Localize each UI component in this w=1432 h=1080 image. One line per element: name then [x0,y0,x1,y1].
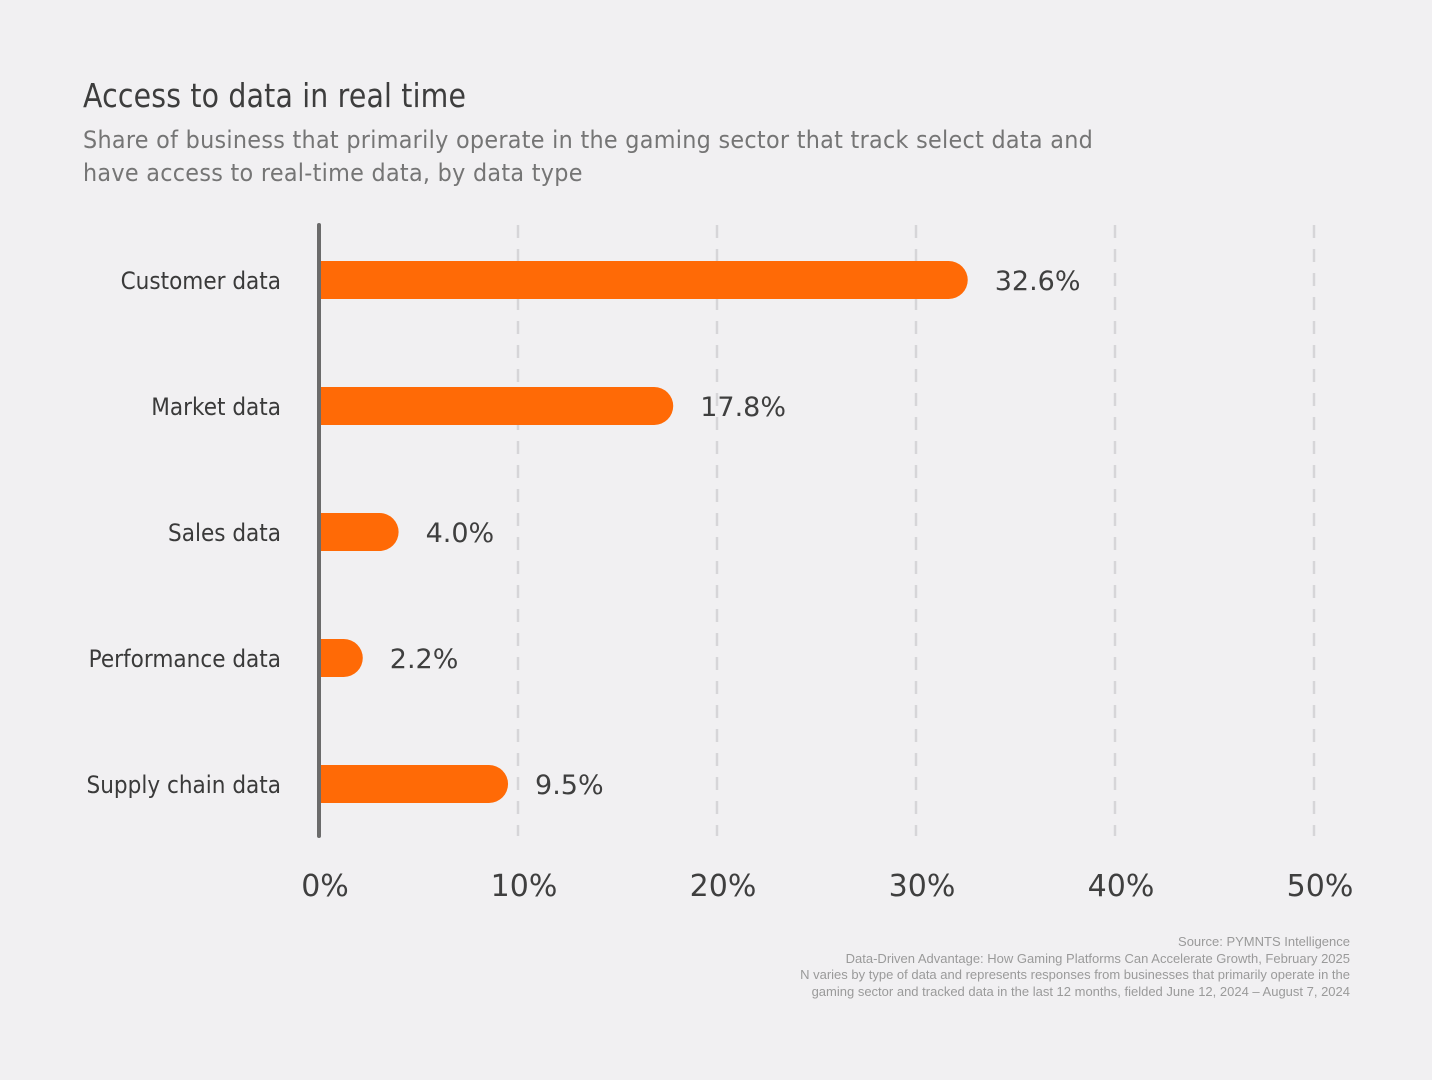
data-label: 9.5% [535,770,604,801]
chart-subtitle: Share of business that primarily operate… [83,126,1094,187]
data-label: 2.2% [390,644,459,675]
category-label: Sales data [168,520,281,547]
footer-report: Data-Driven Advantage: How Gaming Platfo… [845,950,1350,966]
category-label: Customer data [121,268,281,295]
grid-lines [516,225,1316,836]
category-label: Supply chain data [87,772,281,799]
footer-source: Source: PYMNTS Intelligence [1178,934,1350,949]
labels: 0% 10% 20% 30% 40% 50% Customer data 32.6% Marke… [87,266,1354,904]
bar [319,261,968,299]
bar [319,639,363,677]
x-tick-label: 40% [1088,869,1155,904]
bar [319,387,674,425]
category-label: Market data [151,394,281,421]
data-label: 32.6% [995,266,1081,297]
x-tick-label: 30% [889,869,956,904]
x-tick-label: 50% [1287,869,1354,904]
chart-title: Access to data in real time [83,76,467,115]
footer-note-line-1: N varies by type of data and represents … [800,967,1350,982]
data-label: 17.8% [700,392,786,423]
bars [319,261,968,803]
x-tick-label: 10% [491,869,558,904]
x-tick-label: 20% [690,869,757,904]
x-tick-label: 0% [301,869,349,904]
bar [319,765,509,803]
footer-note-line-2: gaming sector and tracked data in the la… [811,983,1350,999]
chart-footer: Source: PYMNTS Intelligence Data-Driven … [590,934,1350,1000]
data-label: 4.0% [426,518,495,549]
bar [319,513,399,551]
category-label: Performance data [89,646,281,673]
